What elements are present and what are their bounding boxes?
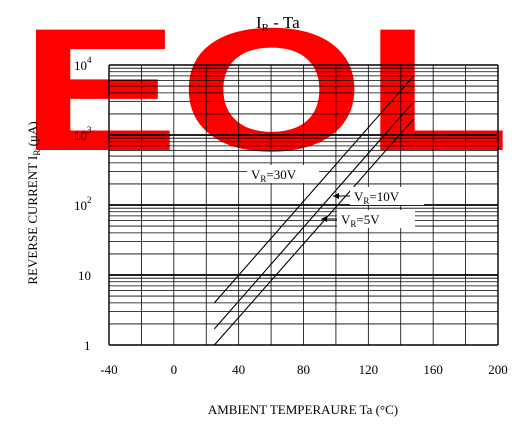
x-tick-label: -40 (100, 362, 117, 377)
y-tick-label: 10 (78, 268, 91, 283)
x-tick-label: 200 (488, 362, 508, 377)
x-axis-label: AMBIENT TEMPERAURE Ta (°C) (208, 402, 398, 417)
grid (108, 64, 499, 346)
series-label-arrowhead (321, 216, 327, 222)
series-lines (213, 75, 415, 346)
chart-title: IR - Ta (256, 13, 300, 34)
watermark-text: EOL (20, 0, 510, 188)
series-label-bg (247, 165, 319, 183)
x-tick-label: 0 (171, 362, 178, 377)
x-tick-label: 120 (359, 362, 379, 377)
series-label-2: VR=5V (341, 212, 380, 229)
x-tick-label: 160 (423, 362, 443, 377)
x-tick-label: 80 (297, 362, 310, 377)
y-tick-label: 103 (74, 125, 92, 143)
y-tick-label: 104 (74, 55, 92, 73)
series-label-1: VR=10V (354, 189, 400, 206)
series-label-arrowhead (333, 193, 339, 199)
x-tick-label: 40 (232, 362, 245, 377)
y-axis-label: REVERSE CURRENT IR (μA) (25, 121, 42, 284)
series-label-bg (337, 210, 415, 228)
series-label-0: VR=30V (251, 167, 297, 184)
series-label-bg (350, 187, 424, 205)
watermark: EOL (20, 0, 510, 188)
y-tick-label: 102 (74, 195, 92, 213)
series-line-0 (213, 75, 415, 304)
y-tick-label: 1 (84, 338, 91, 353)
labels: IR - Ta -40 0 40 80 120 160 200 1 10 102 103 104 AMBI… (25, 13, 508, 417)
series-line-1 (213, 101, 415, 330)
series-line-2 (213, 118, 415, 346)
